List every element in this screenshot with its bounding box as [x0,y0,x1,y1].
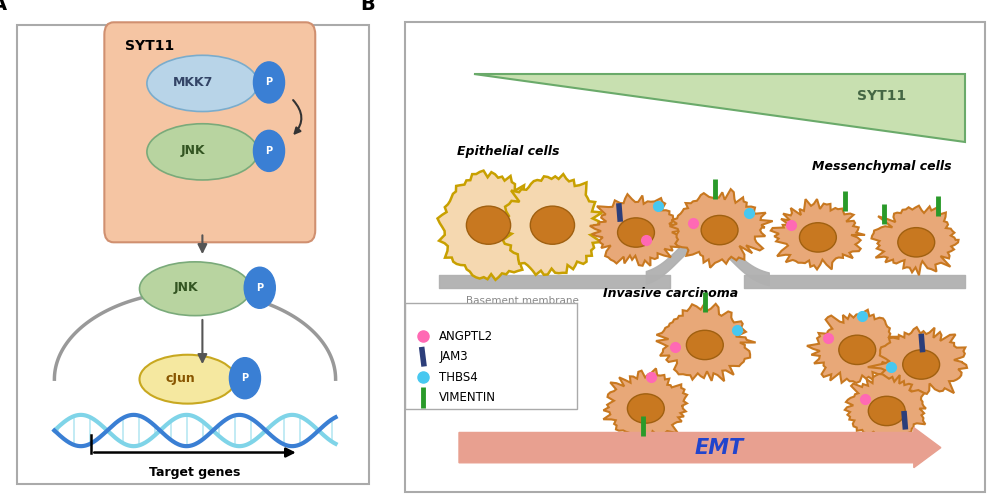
Text: B: B [361,0,375,15]
Ellipse shape [701,215,738,245]
Polygon shape [868,327,967,397]
Ellipse shape [686,330,723,360]
Text: MKK7: MKK7 [173,76,213,89]
Polygon shape [807,310,901,383]
Circle shape [229,358,260,399]
Polygon shape [474,74,965,142]
Text: P: P [265,78,273,87]
Ellipse shape [627,394,664,423]
Ellipse shape [898,228,935,257]
Ellipse shape [618,218,654,247]
Ellipse shape [147,124,258,180]
Text: SYT11: SYT11 [125,39,174,53]
Polygon shape [590,194,685,266]
Polygon shape [438,170,540,280]
FancyArrow shape [459,427,941,468]
Polygon shape [670,189,773,268]
FancyBboxPatch shape [405,22,985,491]
Text: VIMENTIN: VIMENTIN [439,391,496,404]
Text: Target genes: Target genes [149,466,241,479]
Text: ANGPTL2: ANGPTL2 [439,330,493,343]
Ellipse shape [903,350,940,379]
Circle shape [244,267,275,308]
Ellipse shape [530,206,575,244]
Text: Messenchymal cells: Messenchymal cells [812,160,952,173]
Polygon shape [771,199,865,270]
Polygon shape [503,174,602,275]
Text: P: P [241,373,249,383]
Circle shape [253,131,285,171]
Ellipse shape [140,262,250,316]
Ellipse shape [140,355,236,404]
FancyBboxPatch shape [104,22,315,242]
Circle shape [253,62,285,103]
Text: Epithelial cells: Epithelial cells [457,145,559,158]
Ellipse shape [839,335,876,364]
Text: JNK: JNK [173,281,198,294]
Ellipse shape [868,396,905,425]
Text: JNK: JNK [181,144,205,157]
Text: P: P [265,146,273,156]
Polygon shape [656,304,756,381]
Text: P: P [256,283,263,293]
FancyBboxPatch shape [17,25,369,484]
Polygon shape [603,368,687,442]
Text: EMT: EMT [695,437,744,458]
Text: SYT11: SYT11 [857,89,906,103]
Text: Basement membrane: Basement membrane [466,296,579,306]
Text: cJun: cJun [165,372,195,385]
FancyBboxPatch shape [405,303,577,409]
Text: A: A [0,0,7,15]
Ellipse shape [799,223,836,252]
Text: THBS4: THBS4 [439,371,478,384]
Text: JAM3: JAM3 [439,350,468,363]
Ellipse shape [147,55,258,111]
Text: Invasive carcinoma: Invasive carcinoma [603,287,738,300]
Polygon shape [845,374,926,444]
Ellipse shape [466,206,511,244]
Polygon shape [871,206,959,275]
